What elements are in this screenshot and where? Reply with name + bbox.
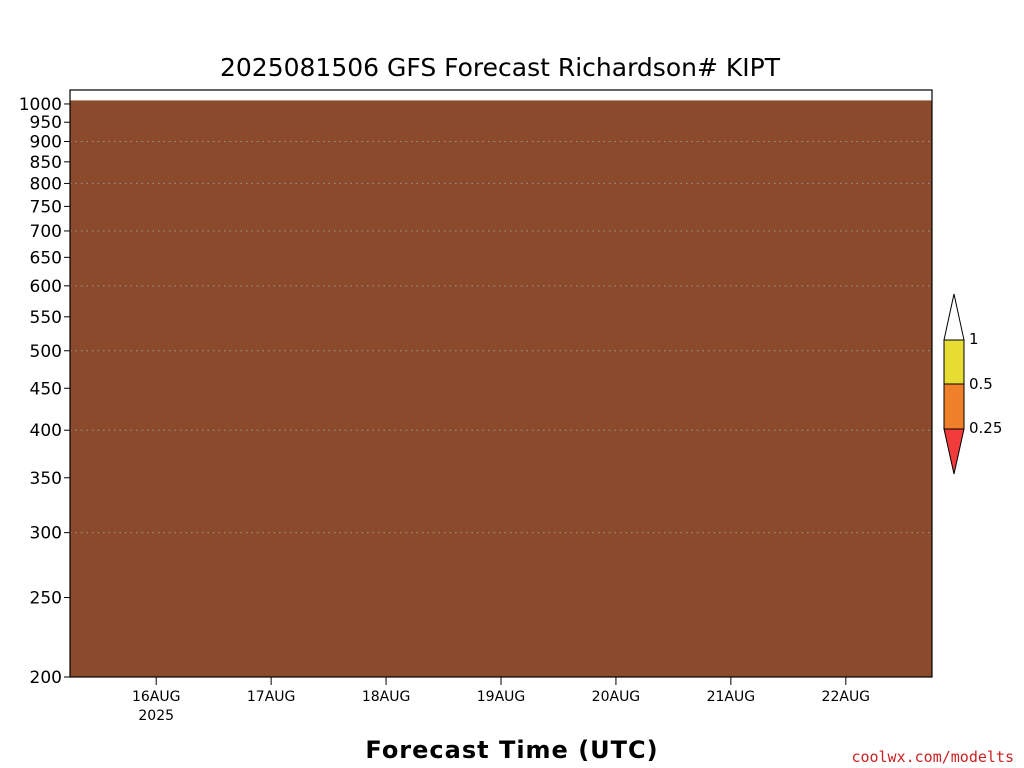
legend-swatch (943, 428, 965, 475)
x-axis-label: Forecast Time (UTC) (365, 736, 658, 764)
y-tick-label: 1000 (19, 95, 62, 115)
chart-title: 2025081506 GFS Forecast Richardson# KIPT (220, 53, 781, 82)
surface-band-rect (70, 100, 932, 677)
y-tick-label: 300 (30, 524, 62, 544)
y-tick-label: 650 (30, 248, 62, 268)
y-tick-label: 700 (30, 222, 62, 242)
y-tick-label: 750 (30, 197, 62, 217)
x-tick-label: 19AUG (477, 689, 526, 705)
legend-swatch (943, 383, 965, 430)
legend-label: 0.25 (969, 419, 1002, 437)
y-tick-label: 950 (30, 113, 62, 133)
y-axis: 200 250 300 350 400 450 500 550 600 650 700 750 8008… (19, 95, 70, 688)
x-axis: 16AUG 2025 17AUG 18AUG 19AUG 20AUG 21AUG 22AUG (132, 677, 870, 724)
y-tick-label: 600 (30, 277, 62, 297)
y-tick-label: 500 (30, 342, 62, 362)
y-tick-label: 800 (30, 174, 62, 194)
surface-band (70, 100, 932, 677)
y-tick-label: 450 (30, 379, 62, 399)
legend-label: 1 (969, 330, 979, 348)
legend-label: 0.5 (969, 375, 993, 393)
legend-swatch (943, 293, 965, 341)
credit-text: coolwx.com/modelts (851, 748, 1014, 766)
x-tick-label: 21AUG (707, 689, 756, 705)
legend-swatch (943, 339, 965, 385)
x-tick-sublabel: 2025 (138, 708, 174, 724)
dotted-grid (70, 140, 932, 534)
x-tick-label: 17AUG (247, 689, 296, 705)
x-tick-label: 18AUG (362, 689, 411, 705)
y-tick-label: 250 (30, 589, 62, 609)
y-tick-label: 350 (30, 469, 62, 489)
y-tick-label: 850 (30, 153, 62, 173)
legend: 0.25 0.5 1 (943, 293, 1002, 475)
x-tick-label: 20AUG (592, 689, 641, 705)
y-tick-label: 200 (30, 668, 62, 688)
x-tick-label: 16AUG (132, 689, 181, 705)
y-tick-label: 550 (30, 308, 62, 328)
y-tick-label: 400 (30, 421, 62, 441)
x-tick-label: 22AUG (822, 689, 871, 705)
y-tick-label: 900 (30, 132, 62, 152)
